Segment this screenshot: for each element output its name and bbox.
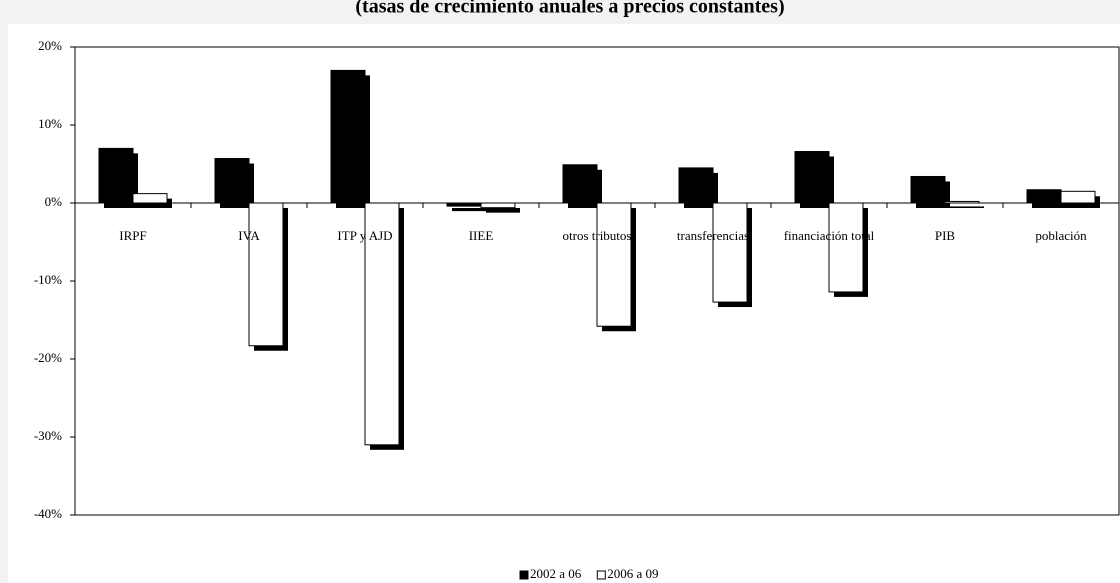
bar (214, 158, 250, 204)
bar (828, 202, 864, 293)
legend-swatch (596, 570, 606, 580)
chart-title: (tasas de crecimiento anuales a precios … (355, 0, 784, 18)
x-tick-label: transferencias (677, 228, 749, 243)
x-tick-label: ITP y AJD (337, 228, 392, 243)
bar (944, 200, 980, 204)
x-tick-label: IRPF (119, 228, 146, 243)
bar (1060, 190, 1096, 204)
x-tick-label: PIB (935, 228, 956, 243)
bar (794, 151, 830, 204)
chart-background (8, 24, 1120, 583)
bar (446, 202, 482, 207)
bar (1026, 189, 1062, 204)
y-tick-label: 0% (45, 194, 63, 209)
bar-shadow (950, 206, 984, 208)
y-tick-label: 20% (38, 38, 62, 53)
y-tick-label: -20% (34, 350, 62, 365)
y-tick-label: 10% (38, 116, 62, 131)
bar (596, 202, 632, 327)
legend-label: 2002 a 06 (530, 566, 582, 581)
x-tick-label: financiación total (784, 228, 875, 243)
bar-shadow (452, 208, 486, 212)
y-tick-label: -40% (34, 506, 62, 521)
bar (132, 193, 168, 204)
bar (330, 69, 366, 204)
bar (364, 202, 400, 446)
bar (910, 175, 946, 204)
bar (712, 202, 748, 303)
bar (678, 167, 714, 204)
legend-label: 2006 a 09 (607, 566, 658, 581)
bar (98, 147, 134, 204)
x-tick-label: IIEE (469, 228, 494, 243)
x-tick-label: población (1035, 228, 1087, 243)
bar (248, 202, 284, 347)
y-tick-label: -30% (34, 428, 62, 443)
x-tick-label: IVA (238, 228, 260, 243)
x-tick-label: otros tributos (563, 228, 632, 243)
bar (562, 164, 598, 204)
legend-swatch (519, 570, 529, 580)
bar-shadow (486, 208, 520, 213)
y-tick-label: -10% (34, 272, 62, 287)
bar (480, 202, 516, 209)
